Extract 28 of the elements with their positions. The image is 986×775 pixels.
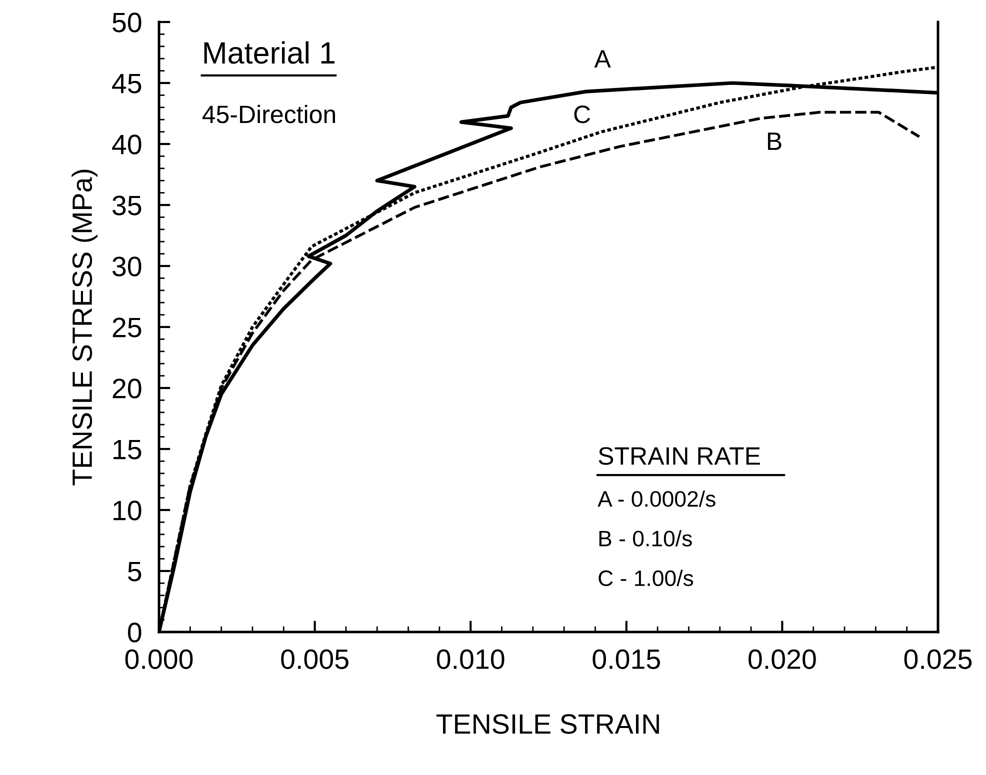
y-axis-title: TENSILE STRESS (MPa) [72,170,98,486]
series-label: A [594,50,611,68]
y-tick-label: 30 [112,256,142,276]
y-tick-label: 45 [112,74,142,94]
y-tick-label: 15 [114,440,142,460]
series-label: C [574,106,590,124]
annotation: A - 0.0002/s [598,490,716,507]
x-tick-label: 0.025 [904,649,972,670]
y-tick-label: 25 [112,318,142,338]
y-tick-label: 50 [112,12,142,32]
annotation: C - 1.00/s [598,570,694,586]
y-tick-label: 20 [112,378,142,398]
x-axis-title: TENSILE STRAIN [436,714,659,734]
x-tick-label: 0.005 [281,649,348,670]
series-label: B [768,132,782,150]
x-tick-label: 0.015 [592,649,660,670]
x-tick-label: 0.000 [125,649,193,670]
text: 45-Direction [202,104,335,124]
chart-title: Material 1 [204,41,335,64]
y-tick-label: 5 [128,562,142,582]
legend-title: STRAIN RATE [598,447,760,465]
x-tick-label: 0.010 [436,649,504,670]
y-tick-label: 40 [112,134,142,154]
y-tick-label: 35 [112,196,142,216]
x-tick-label: 0.020 [748,649,816,670]
y-tick-label: 0 [128,622,142,642]
y-tick-label: 10 [114,500,142,520]
annotation: B - 0.10/s [599,530,692,546]
